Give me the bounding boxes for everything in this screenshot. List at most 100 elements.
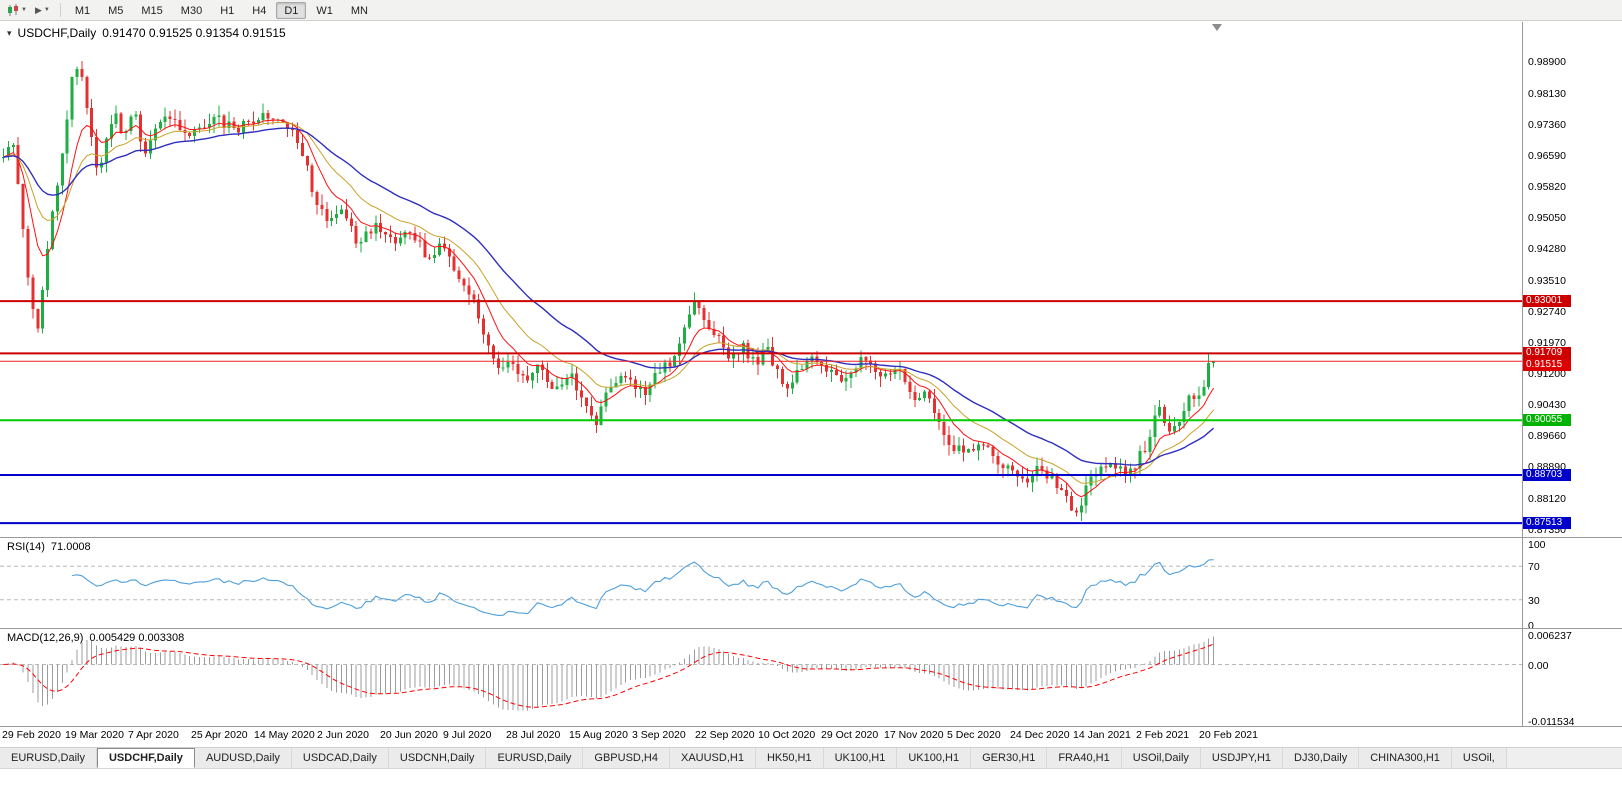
time-axis-line: [0, 726, 1622, 727]
price-tick: 0.91970: [1528, 337, 1566, 349]
chart-tab-1-usdchf-daily[interactable]: USDCHF,Daily: [96, 748, 195, 768]
panel-separator[interactable]: [0, 537, 1622, 538]
chart-tab-12-fra40-h1[interactable]: FRA40,H1: [1047, 748, 1122, 768]
date-label: 29 Oct 2020: [821, 729, 879, 741]
macd-histogram: [7, 636, 1215, 711]
top-toolbar: ▼ ▶ ▼ M1 M5 M15 M30 H1 H4 D1 W1 MN: [0, 0, 1622, 21]
date-label: 22 Sep 2020: [695, 729, 755, 741]
moving-average-8: [3, 119, 1215, 498]
chart-tab-17-usoil-[interactable]: USOil,: [1451, 748, 1507, 768]
price-level-badge-0.88703: 0.88703: [1523, 469, 1571, 481]
macd-tick: 0.00: [1528, 660, 1549, 672]
price-tick: 0.90430: [1528, 399, 1566, 411]
ohlc-values: 0.91470 0.91525 0.91354 0.91515: [102, 26, 286, 40]
timeframe-button-m1[interactable]: M1: [74, 4, 91, 17]
chart-tab-7-xauusd-h1[interactable]: XAUUSD,H1: [669, 748, 756, 768]
chart-tab-5-eurusd-daily[interactable]: EURUSD,Daily: [486, 748, 584, 768]
chart-tab-2-audusd-daily[interactable]: AUDUSD,Daily: [194, 748, 292, 768]
chart-tab-4-usdcnh-daily[interactable]: USDCNH,Daily: [388, 748, 487, 768]
chart-type-button[interactable]: ▼: [4, 3, 30, 18]
candles-layer: [2, 61, 1216, 522]
chart-tab-14-usdjpy-h1[interactable]: USDJPY,H1: [1200, 748, 1284, 768]
chart-tab-10-uk100-h1[interactable]: UK100,H1: [897, 748, 972, 768]
chart-tab-8-hk50-h1[interactable]: HK50,H1: [755, 748, 824, 768]
chart-tab-15-dj30-daily[interactable]: DJ30,Daily: [1283, 748, 1360, 768]
rsi-tick: 30: [1528, 595, 1540, 607]
chart-tab-13-usoil-daily[interactable]: USOil,Daily: [1121, 748, 1201, 768]
timeframe-button-h1[interactable]: H1: [220, 4, 235, 17]
chevron-down-icon: ▼: [43, 7, 50, 13]
autoscroll-button[interactable]: ▶ ▼: [32, 4, 53, 17]
price-tick: 0.93510: [1528, 275, 1566, 287]
timeframe-button-w1[interactable]: W1: [316, 4, 333, 17]
rsi-line: [72, 559, 1214, 616]
date-label: 10 Oct 2020: [758, 729, 816, 741]
price-axis[interactable]: 0.98900 0.98130 0.97360 0.96590 0.95820 0.950…: [1523, 22, 1622, 537]
price-tick: 0.94280: [1528, 243, 1566, 255]
macd-name: MACD(12,26,9): [7, 632, 84, 644]
timeframe-button-m15[interactable]: M15: [141, 4, 163, 17]
chart-tab-0-eurusd-daily[interactable]: EURUSD,Daily: [0, 748, 97, 768]
moving-average-34: [3, 127, 1215, 466]
price-tick: 0.92740: [1528, 306, 1566, 318]
symbol-label: USDCHF,Daily: [17, 26, 97, 40]
price-tick: 0.88120: [1528, 493, 1566, 505]
date-label: 20 Feb 2021: [1199, 729, 1258, 741]
rsi-name: RSI(14): [7, 541, 45, 553]
price-tick: 0.91200: [1528, 368, 1566, 380]
price-level-badge-0.93001: 0.93001: [1523, 295, 1571, 307]
candlestick-chart-icon: [8, 3, 18, 16]
timeframe-button-h4[interactable]: H4: [252, 4, 267, 17]
time-axis[interactable]: 29 Feb 2020 19 Mar 2020 7 Apr 2020 25 Apr 2…: [0, 727, 1522, 743]
price-level-badge-0.91709: 0.91709: [1523, 347, 1571, 359]
timeframe-button-mn[interactable]: MN: [350, 4, 368, 17]
play-icon: ▶: [34, 4, 42, 15]
timeframe-button-d1[interactable]: D1: [276, 1, 307, 19]
rsi-chart-canvas[interactable]: [0, 538, 1522, 628]
price-tick: 0.95050: [1528, 212, 1566, 224]
chart-shift-marker: [1212, 24, 1222, 31]
date-label: 20 Jun 2020: [380, 729, 438, 741]
date-label: 25 Apr 2020: [191, 729, 248, 741]
chevron-down-icon: ▼: [21, 7, 27, 13]
panel-separator[interactable]: [0, 628, 1622, 629]
chart-tabs-bar: EURUSD,Daily USDCHF,Daily AUDUSD,Daily USDC…: [0, 747, 1622, 769]
price-tick: 0.98900: [1528, 56, 1566, 68]
chart-tab-9-uk100-h1[interactable]: UK100,H1: [823, 748, 898, 768]
price-tick: 0.96590: [1528, 150, 1566, 162]
moving-average-17: [3, 121, 1214, 484]
date-label: 2 Jun 2020: [317, 729, 369, 741]
chart-tab-6-gbpusd-h4[interactable]: GBPUSD,H4: [583, 748, 670, 768]
macd-signal-line: [3, 643, 1214, 708]
rsi-indicator-label: RSI(14) 71.0008: [7, 541, 91, 553]
date-label: 24 Dec 2020: [1010, 729, 1070, 741]
date-label: 2 Feb 2021: [1136, 729, 1190, 741]
axis-divider: [1522, 22, 1523, 726]
macd-values: 0.005429 0.003308: [89, 632, 185, 644]
macd-chart-canvas[interactable]: [0, 629, 1522, 726]
chart-title: ▾ USDCHF,Daily 0.91470 0.91525 0.91354 0…: [7, 26, 286, 40]
macd-indicator-label: MACD(12,26,9) 0.005429 0.003308: [7, 632, 184, 644]
macd-tick: -0.011534: [1528, 716, 1575, 728]
timeframe-button-m5[interactable]: M5: [108, 4, 124, 17]
rsi-axis: 100 70 30 0: [1523, 538, 1622, 632]
date-label: 14 Jan 2021: [1073, 729, 1131, 741]
toolbar-separator: [59, 3, 61, 17]
rsi-tick: 100: [1528, 539, 1546, 551]
rsi-tick: 0: [1528, 620, 1534, 632]
price-tick: 0.98130: [1528, 88, 1566, 100]
timeframe-button-m30[interactable]: M30: [180, 4, 203, 17]
chart-tab-16-china300-h1[interactable]: CHINA300,H1: [1359, 748, 1452, 768]
price-chart-canvas[interactable]: [0, 22, 1522, 537]
chart-tab-3-usdcad-daily[interactable]: USDCAD,Daily: [291, 748, 389, 768]
date-label: 3 Sep 2020: [632, 729, 686, 741]
price-tick: 0.89660: [1528, 430, 1566, 442]
date-label: 29 Feb 2020: [2, 729, 61, 741]
symbol-dropdown-icon[interactable]: ▾: [7, 27, 12, 38]
date-label: 9 Jul 2020: [443, 729, 492, 741]
price-level-badge-0.87513: 0.87513: [1523, 517, 1571, 529]
chart-tab-11-ger30-h1[interactable]: GER30,H1: [971, 748, 1048, 768]
rsi-tick: 70: [1528, 561, 1540, 573]
price-level-badge-0.90055: 0.90055: [1523, 414, 1571, 426]
date-label: 7 Apr 2020: [128, 729, 179, 741]
